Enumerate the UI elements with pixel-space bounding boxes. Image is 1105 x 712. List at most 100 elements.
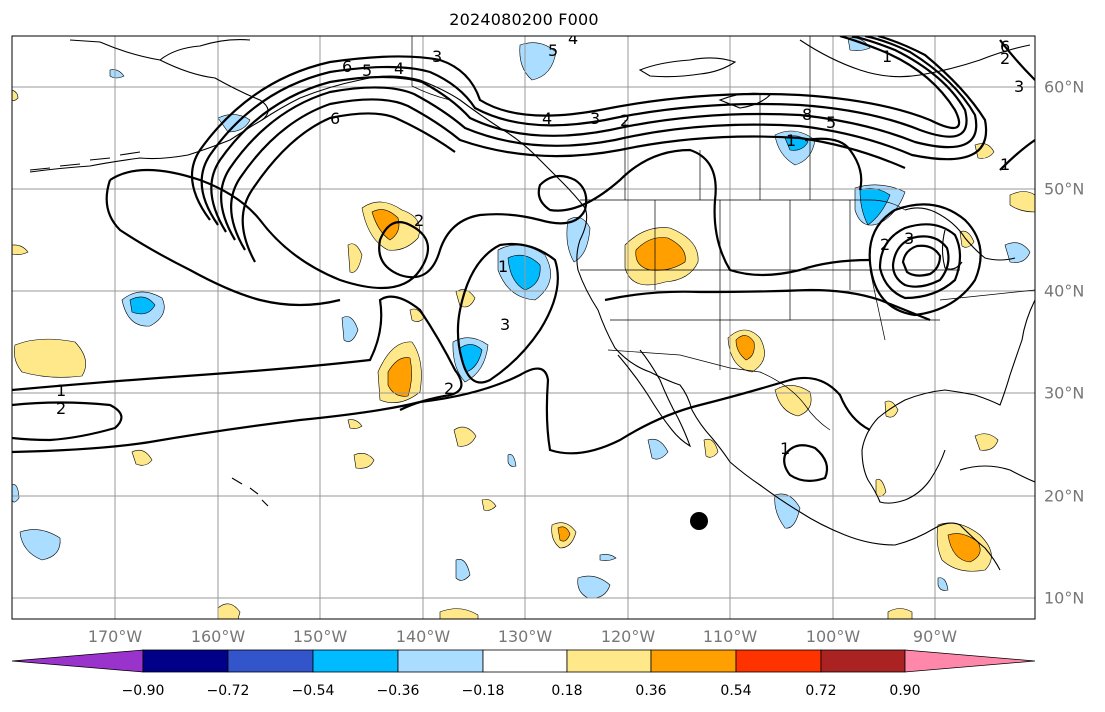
fill-blob (875, 478, 887, 497)
coastline-cuba (959, 465, 1035, 483)
fill-blob (12, 484, 20, 503)
fill-blob (19, 529, 61, 561)
lon-label: 150°W (292, 627, 348, 646)
contour-line (220, 36, 988, 241)
plot-frame (11, 35, 1036, 620)
positive-anomaly-fills (12, 89, 1035, 619)
fill-blob (774, 493, 801, 529)
lon-label: 170°W (87, 627, 143, 646)
contour-line (456, 242, 559, 384)
fill-blob (12, 244, 29, 255)
colorbar-extend-min (11, 649, 144, 673)
colorbar-extend-max (904, 649, 1036, 673)
coastline-alaska (29, 39, 269, 173)
location-marker (690, 512, 708, 530)
contour-label: 3 (500, 315, 510, 334)
lon-label: 140°W (395, 627, 451, 646)
colorbar-segment (650, 649, 737, 673)
contour-line (12, 295, 463, 411)
colorbar-segment (482, 649, 568, 673)
fill-blob (455, 559, 471, 581)
lat-label: 20°N (1044, 486, 1085, 506)
fill-blob (519, 42, 557, 81)
fill-blob (1004, 242, 1031, 263)
lon-label: 100°W (805, 627, 861, 646)
contour-label: 4 (542, 109, 552, 128)
contour-label: 5 (362, 61, 372, 80)
fill-blob (217, 603, 241, 619)
colorbar-tick-label: −0.54 (291, 683, 335, 699)
height-contours (12, 36, 1035, 482)
contour-labels: 6 5 4 3 5 4 6 4 3 2 1 8 5 1 2 2 3 3 2 1 … (56, 29, 1024, 458)
fill-blob (507, 454, 517, 467)
colorbar-segment (820, 649, 906, 673)
lat-label: 60°N (1044, 77, 1085, 97)
fill-blob (735, 335, 755, 361)
gridlines (12, 36, 1035, 619)
lat-label: 10°N (1044, 588, 1085, 608)
coastline-aleutians (29, 151, 141, 171)
fill-blob (937, 577, 949, 591)
fill-blob (557, 526, 571, 542)
fill-blob (566, 217, 591, 263)
contour-label: 4 (568, 29, 578, 48)
colorbar-tick-label: −0.36 (376, 683, 420, 699)
fill-blob (599, 554, 617, 561)
coastline-baja (617, 349, 692, 448)
fill-blob (453, 426, 477, 447)
negative-anomaly-fills (12, 37, 1031, 599)
coastline-us-east (861, 299, 1035, 504)
fill-blob (1009, 191, 1035, 213)
island-hawaii (231, 477, 269, 507)
lon-label: 130°W (497, 627, 553, 646)
contour-line-loop (109, 148, 871, 290)
colorbar-tick-label: 0.90 (889, 683, 921, 699)
lon-label: 160°W (190, 627, 246, 646)
contour-line (901, 244, 942, 277)
contour-line (241, 112, 456, 263)
fill-blob (371, 209, 400, 241)
border-canada-provinces (624, 36, 811, 200)
contour-line (999, 139, 1035, 171)
colorbar-tick-label: −0.72 (206, 683, 250, 699)
fill-blob (14, 338, 87, 378)
colorbar (11, 649, 1036, 673)
map-title: 2024080200 F000 (449, 10, 599, 29)
coastline-hudson (799, 39, 1031, 78)
fill-blob (131, 449, 153, 466)
contour-line (210, 36, 978, 233)
contour-line (878, 223, 962, 300)
contour-label: 5 (548, 41, 558, 60)
fill-blob (647, 438, 669, 460)
lon-label: 110°W (702, 627, 758, 646)
fill-blob (347, 243, 363, 273)
fill-blob (481, 498, 497, 511)
border-us-mexico (607, 349, 831, 431)
lat-label: 50°N (1044, 179, 1085, 199)
contour-label: 5 (826, 113, 836, 132)
contour-label: 6 (342, 57, 352, 76)
border-states (580, 200, 1035, 370)
fill-blob (947, 533, 981, 563)
contour-label: 2 (620, 111, 630, 130)
fill-blob (129, 296, 156, 315)
contour-line (230, 98, 906, 251)
map-plot-area: 6 5 4 3 5 4 6 4 3 2 1 8 5 1 2 2 3 3 2 1 … (12, 29, 1035, 619)
colorbar-tick-label: 0.72 (805, 683, 837, 699)
contour-label: 3 (904, 229, 914, 248)
contour-line (12, 367, 871, 455)
colorbar-tick-label: −0.18 (461, 683, 505, 699)
contour-line (190, 36, 961, 221)
contour-label: 1 (56, 381, 66, 400)
contour-label: 2 (880, 235, 890, 254)
contour-line (105, 179, 341, 307)
coastlines (29, 39, 1035, 571)
fill-blob (353, 453, 375, 469)
fill-blob (703, 438, 719, 458)
contour-line (200, 36, 968, 226)
contour-label: 3 (432, 47, 442, 66)
colorbar-tick-label: 0.18 (551, 683, 583, 699)
border-alaska-canada (411, 36, 451, 101)
colorbar-segment (312, 649, 399, 673)
